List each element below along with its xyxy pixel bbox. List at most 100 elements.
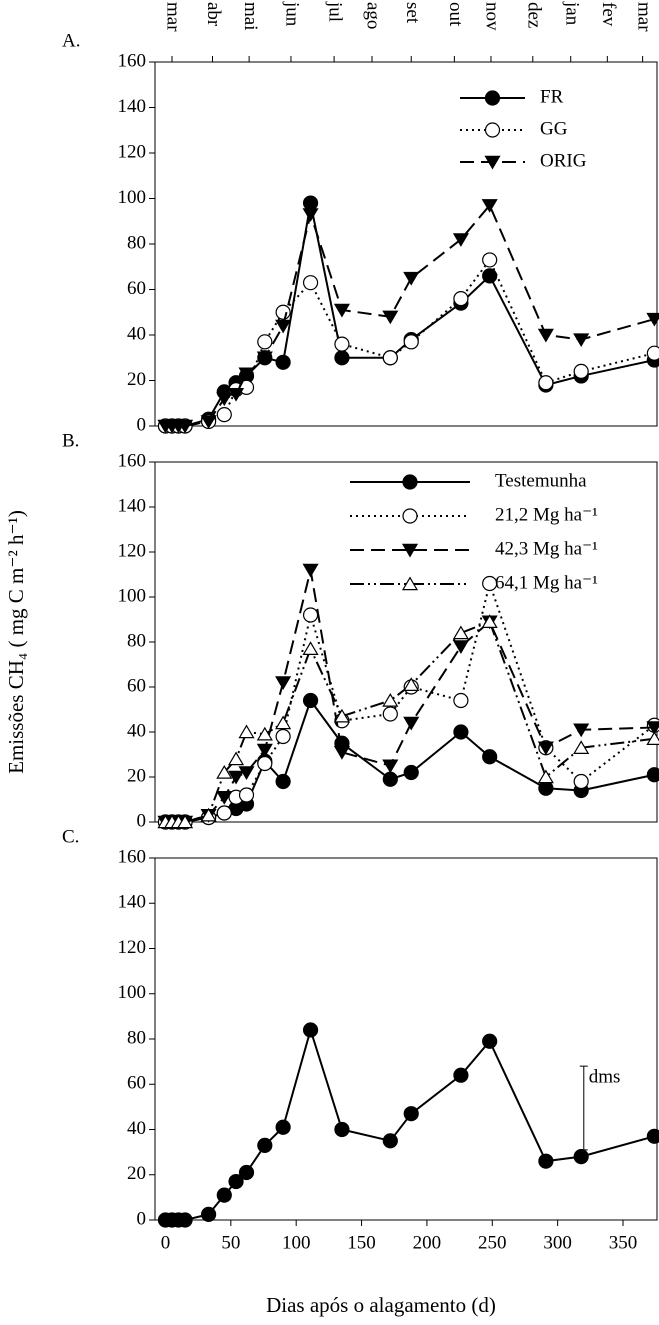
legend-label: 21,2 Mg ha⁻¹ [495,504,598,525]
marker [302,195,319,211]
marker [302,692,319,709]
marker [452,625,469,640]
marker [646,721,659,735]
marker [453,692,469,709]
marker [538,1153,554,1169]
marker [275,715,292,730]
marker [482,252,498,268]
top-tick-label: jun [282,1,303,27]
y-tick-label: 100 [118,187,147,208]
y-tick-label: 120 [118,540,147,561]
y-tick-label: 40 [127,1118,146,1139]
marker [646,731,659,745]
marker [334,1121,350,1138]
x-tick-label: 150 [347,1232,376,1253]
marker [238,787,255,803]
legend-label: 42,3 Mg ha⁻¹ [495,538,598,559]
top-tick-label: nov [482,2,503,31]
panel-label: A. [62,30,80,51]
y-tick-label: 100 [118,982,147,1003]
y-tick-label: 140 [118,96,147,117]
marker [646,1128,659,1144]
legend-marker [484,122,501,138]
legend-label: 64,1 Mg ha⁻¹ [495,572,598,593]
top-tick-label: abr [203,2,224,27]
marker [257,755,273,772]
legend-marker [401,576,419,591]
marker [216,765,233,779]
legend-marker [484,90,501,106]
y-tick-label: 120 [118,937,147,958]
y-tick-label: 20 [127,765,146,786]
marker [228,751,245,766]
x-tick-label: 100 [282,1232,311,1253]
marker [382,310,399,325]
y-axis-label: Emissões CH₄ ( mg C m⁻² h⁻¹) [4,510,28,774]
y-tick-label: 40 [127,720,146,741]
x-tick-label: 50 [221,1232,240,1253]
marker [646,345,659,361]
marker [177,1212,193,1228]
marker [573,1149,589,1165]
marker [275,1119,291,1135]
y-tick-label: 140 [118,892,147,913]
marker [403,1106,419,1122]
series-line [165,1026,655,1221]
marker [382,350,398,366]
y-tick-label: 40 [127,323,146,344]
marker [481,614,498,628]
marker [573,333,590,348]
legend-marker [401,543,419,558]
marker [453,291,469,307]
marker [228,1173,244,1190]
legend-label: FR [540,86,564,107]
marker [256,743,273,758]
marker [453,724,469,740]
y-tick-label: 0 [137,1208,147,1229]
marker [537,741,554,756]
top-tick-label: dez [523,2,544,28]
marker [382,1133,398,1149]
y-tick-label: 20 [127,1163,146,1184]
top-tick-label: fev [598,2,619,27]
marker [216,407,232,423]
marker [646,767,659,783]
legend-marker [484,155,501,170]
marker [216,805,232,821]
marker [382,706,398,722]
marker [177,814,194,829]
marker [275,728,291,745]
top-tick-label: jan [561,1,582,26]
panel-label: C. [62,826,79,847]
x-tick-label: 300 [543,1232,572,1253]
marker [275,304,291,320]
marker [275,319,292,334]
y-tick-label: 80 [127,1027,146,1048]
marker [573,723,590,738]
marker [216,392,233,407]
top-tick-label: mar [633,2,654,32]
marker [646,312,659,327]
marker [256,351,273,366]
marker [403,334,419,350]
marker [482,575,498,592]
marker [228,770,245,785]
marker [482,1033,498,1049]
x-tick-label: 250 [478,1232,507,1253]
marker [275,773,291,790]
y-tick-label: 80 [127,232,146,253]
top-tick-label: mai [240,2,261,31]
x-tick-label: 0 [161,1232,171,1253]
legend-label: ORIG [540,150,587,171]
marker [573,773,589,790]
legend-label: Testemunha [495,470,587,491]
marker [200,415,217,429]
y-tick-label: 160 [118,50,147,71]
marker [177,419,194,434]
y-tick-label: 60 [127,675,146,696]
plot-frame [154,857,658,1221]
marker [382,759,399,774]
marker [333,708,350,723]
marker [403,271,420,286]
